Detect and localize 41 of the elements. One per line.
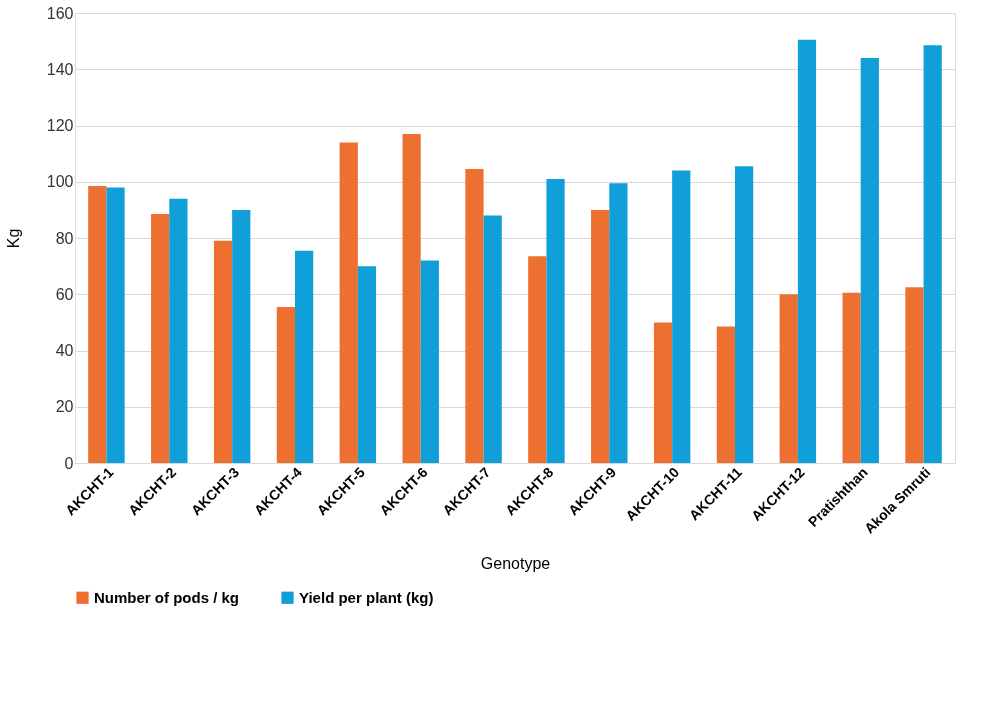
bar	[483, 215, 502, 463]
y-tick-label: 140	[46, 60, 74, 78]
bar	[276, 306, 295, 463]
bar	[735, 166, 754, 463]
bar	[339, 142, 358, 463]
bar	[106, 187, 125, 463]
bar	[295, 250, 314, 463]
bar	[465, 169, 484, 463]
y-tick-label: 120	[46, 117, 74, 134]
y-tick-label: 0	[64, 454, 74, 472]
bar	[672, 170, 691, 463]
bar	[842, 292, 861, 463]
bar	[716, 326, 735, 463]
bar	[169, 198, 188, 463]
bar	[402, 133, 421, 463]
bar	[357, 266, 377, 463]
y-axis-title: Kg	[4, 228, 22, 249]
bar	[546, 178, 565, 463]
y-tick-label: 80	[55, 229, 74, 247]
bar	[88, 185, 107, 463]
y-tick-label: 100	[46, 173, 74, 191]
y-tick-label: 160	[46, 4, 74, 22]
bar	[860, 58, 879, 463]
bar	[420, 260, 439, 463]
bar	[213, 240, 233, 463]
bar	[232, 209, 251, 463]
bar	[923, 45, 942, 463]
bar	[797, 39, 817, 463]
y-tick-label: 60	[55, 285, 74, 303]
legend-label: Yield per plant (kg)	[299, 588, 434, 606]
y-tick-label: 20	[55, 398, 74, 416]
bar	[609, 183, 628, 463]
bar	[528, 256, 547, 463]
y-tick-label: 40	[55, 342, 74, 359]
bar	[905, 287, 924, 463]
bar	[591, 209, 610, 463]
bar	[653, 322, 673, 463]
x-axis-title: Genotype	[480, 555, 551, 573]
bar	[151, 214, 170, 463]
bar	[779, 294, 798, 463]
legend-label: Number of pods / kg	[94, 588, 240, 606]
